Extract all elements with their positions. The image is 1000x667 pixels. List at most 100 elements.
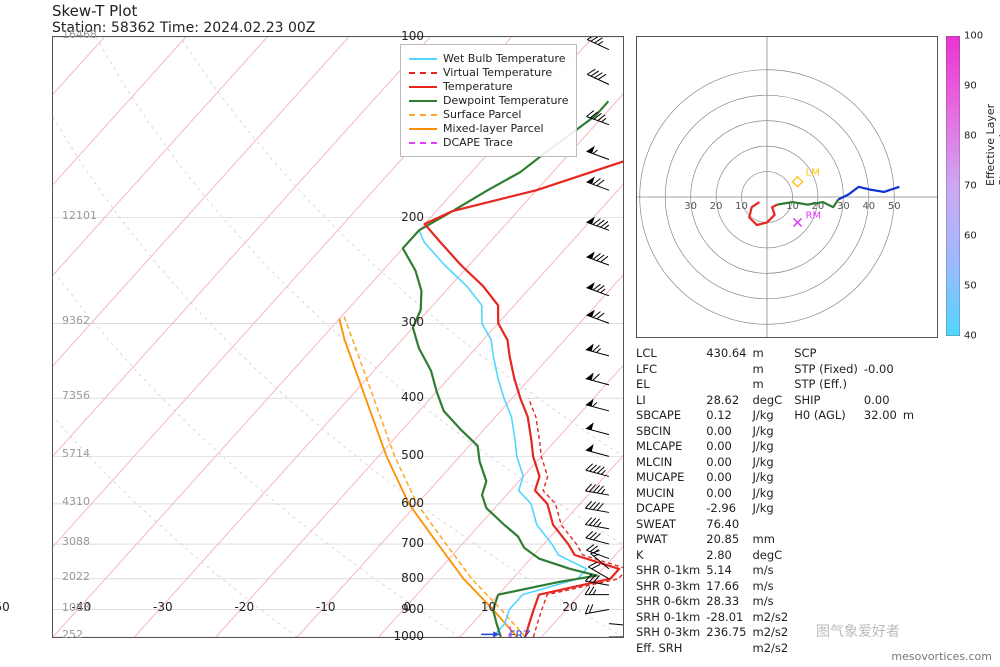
- param-cell: 28.33: [706, 594, 752, 610]
- param-cell: PWAT: [636, 532, 706, 548]
- param-cell: m: [753, 362, 795, 378]
- param-cell: SHR 0-6km: [636, 594, 706, 610]
- param-cell: [794, 641, 864, 657]
- param-cell: [706, 641, 752, 657]
- svg-text:30: 30: [684, 201, 697, 212]
- param-cell: 0.00: [706, 470, 752, 486]
- param-row: SHR 0-1km5.14m/s: [636, 563, 920, 579]
- param-cell: STP (Fixed): [794, 362, 864, 378]
- param-cell: [864, 455, 903, 471]
- param-cell: [794, 548, 864, 564]
- param-cell: m/s: [753, 563, 795, 579]
- param-cell: m2/s2: [753, 625, 795, 641]
- legend-swatch: [409, 142, 437, 144]
- colorbar-tick: 80: [964, 131, 977, 142]
- legend-label: Dewpoint Temperature: [443, 94, 568, 107]
- param-cell: -28.01: [706, 610, 752, 626]
- param-cell: SHIP: [794, 393, 864, 409]
- colorbar-tick: 50: [964, 281, 977, 292]
- legend-label: Mixed-layer Parcel: [443, 122, 544, 135]
- height-label: 4310: [62, 495, 90, 508]
- y-tick: 1000: [393, 629, 424, 643]
- svg-text:30: 30: [837, 201, 850, 212]
- legend-swatch: [409, 72, 437, 74]
- param-cell: [706, 377, 752, 393]
- param-cell: mm: [753, 532, 795, 548]
- param-cell: [864, 517, 903, 533]
- param-cell: m2/s2: [753, 610, 795, 626]
- param-cell: J/kg: [753, 455, 795, 471]
- param-cell: [903, 625, 920, 641]
- param-cell: [903, 486, 920, 502]
- svg-text:RM: RM: [806, 210, 822, 221]
- param-cell: SRH 0-3km: [636, 625, 706, 641]
- param-cell: [903, 501, 920, 517]
- legend-swatch: [409, 86, 437, 88]
- parameters-table: LCL430.64mSCPLFCmSTP (Fixed)-0.00ELmSTP …: [636, 346, 920, 656]
- param-cell: SCP: [794, 346, 864, 362]
- height-label: 2022: [62, 570, 90, 583]
- param-cell: [903, 532, 920, 548]
- param-cell: [903, 377, 920, 393]
- param-cell: 0.00: [706, 424, 752, 440]
- x-tick: -20: [234, 600, 254, 614]
- param-row: SBCAPE0.12J/kgH0 (AGL)32.00m: [636, 408, 920, 424]
- param-cell: [903, 610, 920, 626]
- param-cell: [794, 532, 864, 548]
- y-tick: 500: [401, 448, 424, 462]
- param-cell: J/kg: [753, 408, 795, 424]
- param-row: Eff. SRHm2/s2: [636, 641, 920, 657]
- colorbar-tick: 40: [964, 331, 977, 342]
- legend-swatch: [409, 58, 437, 60]
- y-tick: 100: [401, 29, 424, 43]
- param-row: LI28.62degCSHIP0.00: [636, 393, 920, 409]
- param-row: SBCIN0.00J/kg: [636, 424, 920, 440]
- param-cell: degC: [753, 548, 795, 564]
- svg-text:40: 40: [862, 201, 875, 212]
- param-cell: [903, 579, 920, 595]
- param-cell: J/kg: [753, 424, 795, 440]
- param-cell: [794, 579, 864, 595]
- param-cell: 28.62: [706, 393, 752, 409]
- param-cell: [903, 346, 920, 362]
- param-cell: 32.00: [864, 408, 903, 424]
- legend-swatch: [409, 114, 437, 116]
- x-tick: -50: [0, 600, 10, 614]
- x-tick: 20: [562, 600, 577, 614]
- hodograph-panel: 1010202030304050LMRM: [636, 36, 938, 338]
- param-cell: [903, 439, 920, 455]
- param-cell: [864, 470, 903, 486]
- param-cell: [864, 346, 903, 362]
- param-cell: LFC: [636, 362, 706, 378]
- param-cell: [794, 517, 864, 533]
- param-cell: 0.00: [864, 393, 903, 409]
- param-row: SHR 0-3km17.66m/s: [636, 579, 920, 595]
- param-row: MUCIN0.00J/kg: [636, 486, 920, 502]
- param-cell: 2.80: [706, 548, 752, 564]
- param-cell: J/kg: [753, 470, 795, 486]
- param-cell: STP (Eff.): [794, 377, 864, 393]
- colorbar: [946, 36, 960, 336]
- param-cell: J/kg: [753, 501, 795, 517]
- param-cell: EL: [636, 377, 706, 393]
- page-title: Skew-T Plot: [52, 2, 137, 20]
- legend-item: Mixed-layer Parcel: [409, 122, 568, 135]
- param-cell: [864, 563, 903, 579]
- svg-text:20: 20: [710, 201, 723, 212]
- param-cell: [864, 377, 903, 393]
- legend-item: Wet Bulb Temperature: [409, 52, 568, 65]
- param-cell: 0.12: [706, 408, 752, 424]
- y-tick: 700: [401, 536, 424, 550]
- param-row: MLCAPE0.00J/kg: [636, 439, 920, 455]
- param-cell: m: [903, 408, 920, 424]
- legend-label: DCAPE Trace: [443, 136, 513, 149]
- param-cell: [903, 455, 920, 471]
- param-cell: m/s: [753, 594, 795, 610]
- param-cell: [794, 486, 864, 502]
- param-cell: 76.40: [706, 517, 752, 533]
- param-row: LFCmSTP (Fixed)-0.00: [636, 362, 920, 378]
- param-cell: [864, 594, 903, 610]
- watermark: mesovortices.com: [891, 650, 992, 663]
- param-cell: [794, 501, 864, 517]
- param-cell: J/kg: [753, 486, 795, 502]
